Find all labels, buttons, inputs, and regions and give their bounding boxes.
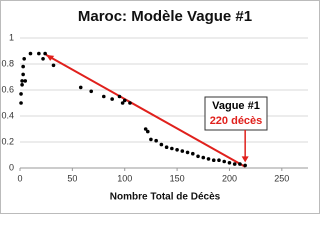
point xyxy=(110,97,114,101)
point xyxy=(170,146,174,151)
y-tick-label: 0.2 xyxy=(1,136,14,146)
annotation-box xyxy=(204,96,268,131)
point xyxy=(227,161,232,165)
annotation-arrowhead xyxy=(241,156,249,163)
x-tick-label: 200 xyxy=(222,173,237,183)
point xyxy=(243,163,247,168)
point xyxy=(117,94,122,99)
trend-arrowhead xyxy=(46,54,55,61)
y-tick-label: 0.6 xyxy=(1,84,14,94)
point xyxy=(122,98,127,103)
point xyxy=(143,127,148,131)
annotation-text: 220 décès xyxy=(210,115,263,127)
point xyxy=(211,158,216,162)
point xyxy=(43,51,47,56)
point xyxy=(21,64,25,69)
point xyxy=(232,162,237,166)
point xyxy=(180,149,185,153)
y-tick-label: 0.8 xyxy=(1,58,14,68)
point xyxy=(22,57,26,61)
y-tick-label: 1 xyxy=(9,32,14,42)
point xyxy=(37,51,41,56)
x-axis-label: Nombre Total de Décès xyxy=(110,192,221,203)
point xyxy=(185,150,190,155)
point xyxy=(145,129,150,134)
point xyxy=(51,63,56,68)
chart-title: Maroc: Modèle Vague #1 xyxy=(78,8,252,25)
point xyxy=(238,162,242,166)
point xyxy=(20,83,24,87)
x-tick-label: 150 xyxy=(170,173,185,183)
point xyxy=(19,101,23,105)
point xyxy=(196,154,200,159)
point xyxy=(201,155,206,160)
point xyxy=(191,151,195,156)
point xyxy=(41,57,45,61)
point xyxy=(19,92,23,96)
point xyxy=(206,157,211,161)
point xyxy=(159,142,164,147)
point xyxy=(23,79,28,83)
point xyxy=(154,138,158,143)
point xyxy=(128,101,132,105)
point xyxy=(175,148,179,152)
point xyxy=(120,101,125,105)
y-tick-label: 0 xyxy=(9,162,14,172)
trend-line xyxy=(45,54,246,168)
point xyxy=(20,79,24,83)
y-tick-label: 0.4 xyxy=(1,110,14,120)
point xyxy=(28,51,33,56)
point xyxy=(217,158,221,162)
x-tick-label: 250 xyxy=(274,173,289,183)
point xyxy=(149,137,153,142)
annotation-text: Vague #1 xyxy=(212,100,260,112)
x-tick-label: 0 xyxy=(17,173,22,183)
point xyxy=(21,72,25,77)
point xyxy=(89,89,94,94)
chart: Maroc: Modèle Vague #1 Nombre Total de D… xyxy=(0,0,320,214)
point xyxy=(222,159,227,164)
x-tick-label: 100 xyxy=(117,173,132,183)
point xyxy=(78,85,83,90)
x-tick-label: 50 xyxy=(67,173,77,183)
point xyxy=(101,94,106,99)
chart-border xyxy=(0,0,320,214)
point xyxy=(164,145,169,149)
